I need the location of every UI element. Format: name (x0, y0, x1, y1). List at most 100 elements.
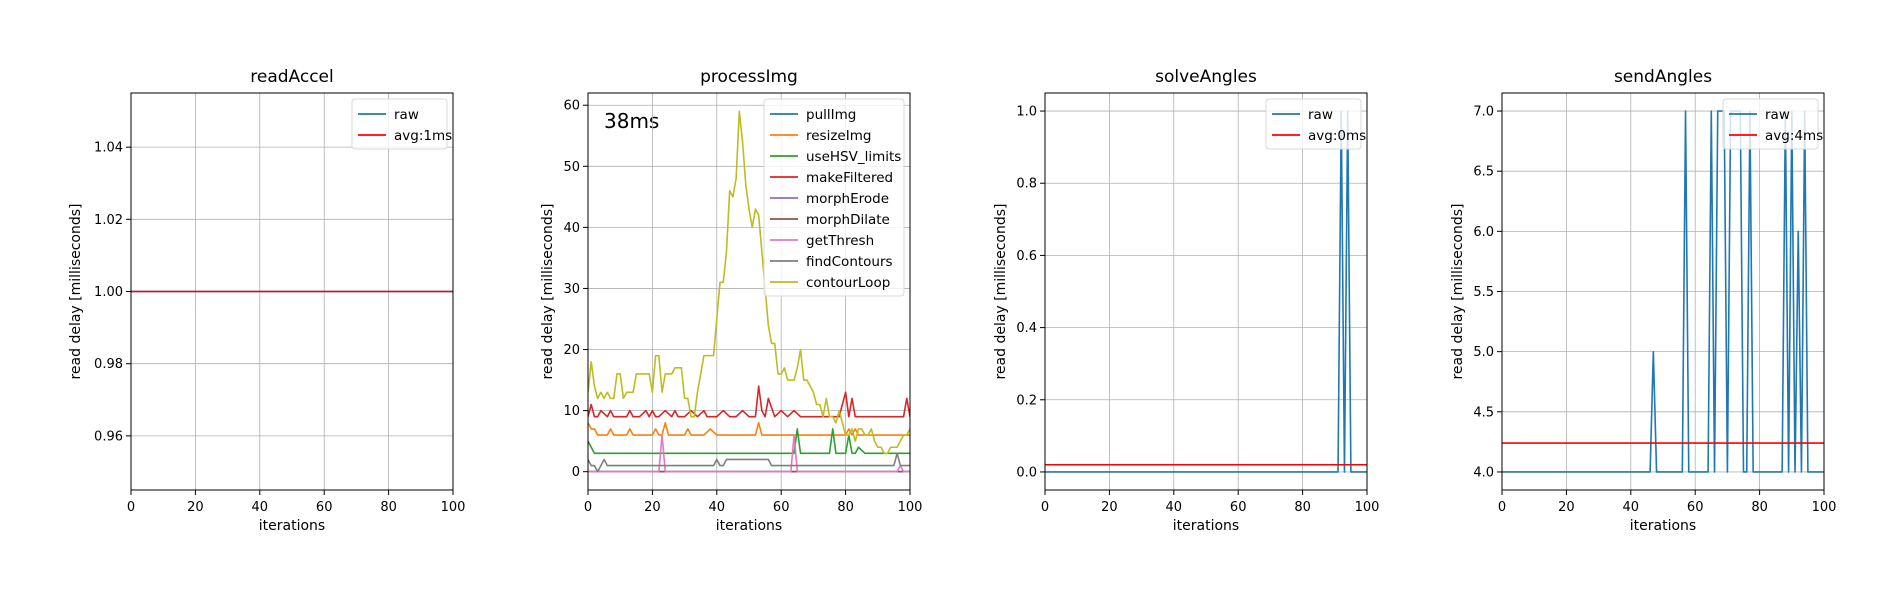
x-axis-label: iterations (259, 518, 325, 534)
panel-title: readAccel (250, 67, 334, 87)
x-tick-label: 40 (252, 500, 269, 515)
y-axis-label: read delay [milliseconds] (1450, 203, 1466, 379)
y-tick-label: 5.0 (1473, 345, 1494, 360)
panel-title: solveAngles (1155, 67, 1257, 87)
x-tick-label: 100 (1355, 500, 1380, 515)
x-axis-label: iterations (1173, 518, 1239, 534)
series-line-makeFiltered (588, 385, 910, 418)
y-tick-label: 1.04 (94, 141, 123, 156)
panel-title: sendAngles (1614, 67, 1712, 87)
y-tick-label: 0.6 (1016, 249, 1037, 264)
x-tick-label: 60 (1687, 500, 1704, 515)
x-tick-label: 80 (1294, 500, 1311, 515)
legend: pullImg resizeImg useHSV_limits makeFiltere… (763, 98, 905, 297)
plot-frame (587, 92, 911, 491)
x-tick-label: 80 (837, 500, 854, 515)
y-tick-label: 6.5 (1473, 165, 1494, 180)
legend: raw avg:1ms (351, 98, 452, 150)
total-time-annotation: 38ms (604, 109, 659, 133)
y-tick-label: 4.0 (1473, 465, 1494, 480)
legend-label: pullImg (806, 107, 856, 123)
x-tick-label: 100 (1812, 500, 1837, 515)
y-tick-label: 7.0 (1473, 105, 1494, 120)
x-tick-label: 100 (898, 500, 923, 515)
y-tick-label: 20 (563, 343, 580, 358)
y-tick-label: 40 (563, 221, 580, 236)
series-line-contourLoop (588, 110, 910, 455)
x-tick-label: 0 (127, 500, 135, 515)
x-tick-label: 20 (187, 500, 204, 515)
y-tick-label: 30 (563, 282, 580, 297)
series-line-resizeImg (588, 422, 910, 436)
x-tick-label: 60 (773, 500, 790, 515)
y-axis-label: read delay [milliseconds] (68, 203, 84, 379)
legend-label: avg:0ms (1308, 128, 1366, 144)
plot-frame (130, 92, 454, 491)
panel-solveAngles: solveAngles iterations read delay [milli… (993, 67, 1379, 534)
x-axis-label: iterations (716, 518, 782, 534)
plot-frame (1044, 92, 1368, 491)
x-tick-label: 20 (1558, 500, 1575, 515)
x-tick-label: 20 (1101, 500, 1118, 515)
x-tick-label: 40 (1623, 500, 1640, 515)
series-lines (588, 110, 910, 473)
legend-box (351, 98, 448, 150)
legend-label: contourLoop (806, 275, 890, 291)
series-line-findContours (588, 452, 910, 473)
x-tick-label: 0 (1041, 500, 1049, 515)
legend-label: avg:1ms (394, 128, 452, 144)
legend-label: avg:4ms (1765, 128, 1823, 144)
x-tick-label: 80 (380, 500, 397, 515)
y-tick-label: 10 (563, 404, 580, 419)
y-tick-label: 0.8 (1016, 177, 1037, 192)
legend-label: raw (1308, 107, 1333, 123)
legend-label: raw (1765, 107, 1790, 123)
y-tick-label: 0.96 (94, 429, 123, 444)
x-tick-label: 40 (1166, 500, 1183, 515)
y-tick-label: 1.00 (94, 285, 123, 300)
legend-label: makeFiltered (806, 170, 893, 186)
x-tick-label: 0 (584, 500, 592, 515)
x-tick-label: 100 (441, 500, 466, 515)
y-tick-label: 1.02 (94, 213, 123, 228)
panel-sendAngles: sendAngles iterations read delay [millis… (1450, 67, 1836, 534)
legend: raw avg:0ms (1265, 98, 1366, 150)
x-tick-label: 0 (1498, 500, 1506, 515)
y-tick-label: 0.4 (1016, 321, 1037, 336)
y-tick-label: 50 (563, 160, 580, 175)
legend-box (1722, 98, 1819, 150)
series-line-raw (1045, 110, 1367, 473)
panel-readAccel: readAccel iterations read delay [millise… (68, 67, 465, 534)
legend-label: morphDilate (806, 212, 890, 228)
y-tick-label: 60 (563, 99, 580, 114)
y-axis-label: read delay [milliseconds] (540, 203, 556, 379)
x-tick-label: 20 (644, 500, 661, 515)
y-tick-label: 0.0 (1016, 465, 1037, 480)
legend-box (763, 98, 905, 297)
series-line-getThresh (588, 434, 910, 473)
x-tick-label: 60 (1230, 500, 1247, 515)
legend-label: getThresh (806, 233, 874, 249)
x-tick-label: 80 (1751, 500, 1768, 515)
panel-processImg: processImg iterations read delay [millis… (540, 67, 922, 534)
x-tick-label: 60 (316, 500, 333, 515)
series-line-useHSV-limits (588, 428, 910, 455)
y-axis-label: read delay [milliseconds] (993, 203, 1009, 379)
y-tick-label: 4.5 (1473, 405, 1494, 420)
panel-title: processImg (700, 67, 798, 87)
y-tick-label: 5.5 (1473, 285, 1494, 300)
y-tick-label: 0.98 (94, 357, 123, 372)
y-tick-label: 0 (572, 465, 580, 480)
legend-label: useHSV_limits (806, 149, 901, 165)
y-tick-label: 1.0 (1016, 105, 1037, 120)
legend-label: findContours (806, 254, 893, 270)
legend-label: raw (394, 107, 419, 123)
x-axis-label: iterations (1630, 518, 1696, 534)
legend-box (1265, 98, 1362, 150)
y-tick-label: 6.0 (1473, 225, 1494, 240)
y-tick-label: 0.2 (1016, 393, 1037, 408)
legend-label: morphErode (806, 191, 889, 207)
legend-label: resizeImg (806, 128, 871, 144)
plot-frame (1501, 92, 1825, 491)
